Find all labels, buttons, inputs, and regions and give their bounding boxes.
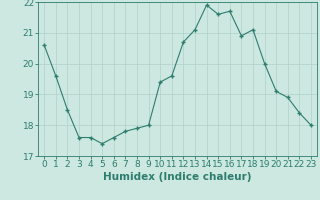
X-axis label: Humidex (Indice chaleur): Humidex (Indice chaleur) (103, 172, 252, 182)
